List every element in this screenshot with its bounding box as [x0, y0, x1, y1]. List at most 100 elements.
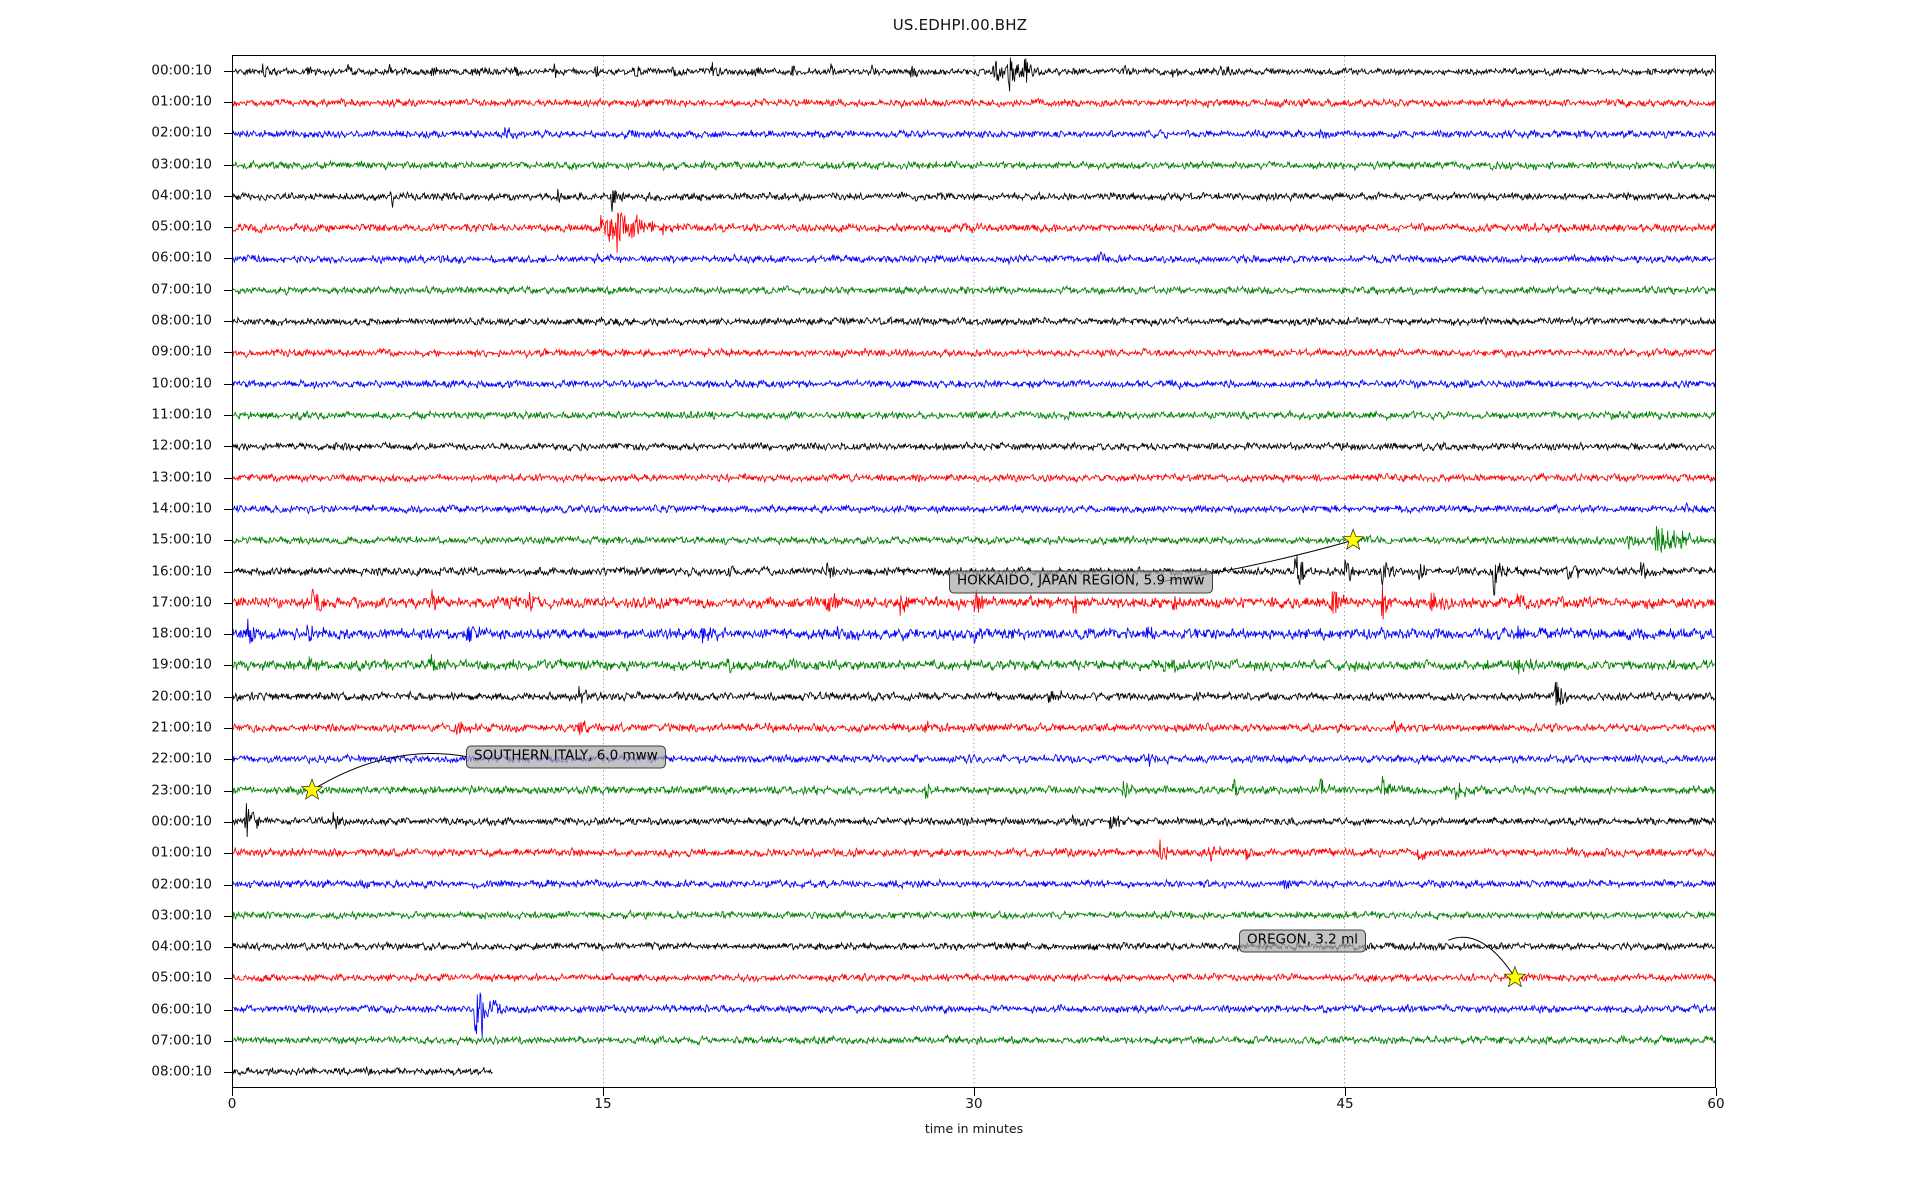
event-annotation-label[interactable]: HOKKAIDO, JAPAN REGION, 5.9 mww [949, 570, 1213, 594]
seismogram-canvas [233, 56, 1715, 1087]
x-axis-tick-label: 30 [965, 1096, 983, 1112]
y-axis-tick-mark [224, 540, 233, 542]
y-axis-tick-mark [224, 414, 233, 416]
y-axis-tick-mark [224, 289, 233, 291]
seismogram-trace [233, 618, 1715, 645]
y-axis-tick-label: 06:00:10 [151, 249, 212, 266]
y-axis-tick-label: 15:00:10 [151, 531, 212, 548]
y-axis-tick-label: 05:00:10 [151, 218, 212, 235]
x-axis-tick-label: 60 [1707, 1096, 1725, 1112]
y-axis-tick-label: 22:00:10 [151, 750, 212, 767]
seismogram-trace [233, 585, 1715, 620]
seismogram-trace [233, 839, 1715, 863]
y-axis-tick-mark [224, 915, 233, 917]
y-axis-tick-label: 21:00:10 [151, 719, 212, 736]
y-axis-tick-mark [224, 790, 233, 792]
y-axis-tick-label: 17:00:10 [151, 594, 212, 611]
y-axis-tick-mark [224, 164, 233, 166]
seismogram-trace [233, 940, 1715, 953]
y-axis-tick-label: 20:00:10 [151, 687, 212, 704]
y-axis-tick-label: 08:00:10 [151, 1063, 212, 1080]
y-axis-tick-label: 06:00:10 [151, 1000, 212, 1017]
y-axis-tick-mark [224, 634, 233, 636]
y-axis-tick-mark [224, 821, 233, 823]
y-axis-tick-label: 00:00:10 [151, 813, 212, 830]
x-axis-tick-mark [603, 1088, 604, 1096]
seismogram-trace [233, 803, 1715, 837]
seismogram-trace [233, 96, 1715, 109]
seismogram-trace [233, 654, 1715, 675]
plot-area[interactable] [232, 55, 1716, 1088]
x-axis-tick-label: 45 [1336, 1096, 1354, 1112]
seismogram-trace [233, 251, 1715, 266]
event-annotation-label[interactable]: OREGON, 3.2 ml [1239, 929, 1366, 953]
y-axis-tick-mark [224, 227, 233, 229]
x-axis-label: time in minutes [924, 1121, 1024, 1136]
y-axis-tick-mark [224, 728, 233, 729]
y-axis-tick-mark [224, 759, 233, 761]
y-axis-tick-label: 12:00:10 [151, 437, 212, 454]
y-axis-tick-mark [224, 195, 233, 197]
y-axis-tick-mark [224, 947, 233, 949]
y-axis-tick-mark [224, 477, 233, 479]
seismogram-trace [233, 127, 1715, 140]
seismogram-trace [233, 525, 1715, 553]
y-axis-tick-label: 13:00:10 [151, 468, 212, 485]
y-axis-tick-mark [224, 321, 233, 323]
x-axis-tick-label: 0 [227, 1096, 237, 1112]
y-axis-tick-label: 14:00:10 [151, 500, 212, 517]
y-axis-tick-label: 01:00:10 [151, 93, 212, 110]
event-star-marker [1341, 528, 1365, 550]
event-annotation-label[interactable]: SOUTHERN ITALY, 6.0 mww [466, 745, 666, 769]
x-axis-tick-mark [1716, 1088, 1717, 1096]
y-axis-tick-label: 09:00:10 [151, 343, 212, 360]
seismogram-trace [233, 972, 1715, 983]
x-axis-tick-label: 15 [594, 1096, 612, 1112]
y-axis-tick-label: 05:00:10 [151, 969, 212, 986]
y-axis-tick-mark [224, 571, 233, 573]
y-axis-tick-mark [224, 446, 233, 448]
y-axis-tick-label: 07:00:10 [151, 1032, 212, 1049]
y-axis-tick-mark [224, 508, 233, 510]
y-axis-tick-mark [224, 602, 233, 604]
seismogram-trace [233, 992, 1715, 1038]
seismogram-trace [233, 909, 1715, 921]
seismogram-trace [233, 1066, 493, 1077]
event-star-marker [300, 778, 324, 800]
seismogram-trace [233, 720, 1715, 736]
y-axis-tick-mark [224, 133, 233, 135]
y-axis-tick-label: 04:00:10 [151, 938, 212, 955]
y-axis-tick-label: 00:00:10 [151, 61, 212, 78]
x-axis-tick-mark [974, 1088, 975, 1096]
seismogram-trace [233, 502, 1715, 515]
y-axis-tick-mark [224, 1072, 233, 1074]
x-axis-tick-mark [1345, 1088, 1346, 1096]
y-axis-tick-mark [224, 383, 233, 385]
page-title: US.EDHPI.00.BHZ [892, 16, 1028, 34]
y-axis-tick-mark [224, 70, 233, 72]
y-axis-tick-mark [224, 853, 233, 855]
seismogram-trace [233, 188, 1715, 212]
y-axis-tick-label: 02:00:10 [151, 124, 212, 141]
y-axis-tick-label: 07:00:10 [151, 281, 212, 298]
y-axis-tick-label: 16:00:10 [151, 562, 212, 579]
y-axis-tick-mark [224, 978, 233, 980]
y-axis-tick-label: 10:00:10 [151, 374, 212, 391]
seismogram-trace [233, 441, 1715, 453]
annotation-connector [311, 752, 467, 791]
annotation-connector [1448, 936, 1516, 978]
seismogram-trace [233, 409, 1715, 422]
y-axis-tick-mark [224, 101, 233, 103]
y-axis-tick-label: 01:00:10 [151, 844, 212, 861]
seismogram-trace [233, 472, 1715, 484]
y-axis-tick-mark [224, 884, 233, 886]
seismogram-trace [233, 159, 1715, 172]
seismogram-trace [233, 316, 1715, 328]
y-axis-tick-mark [224, 258, 233, 260]
y-axis-tick-label: 02:00:10 [151, 875, 212, 892]
y-axis-tick-label: 18:00:10 [151, 625, 212, 642]
seismogram-trace [233, 57, 1715, 92]
seismogram-trace [233, 284, 1715, 296]
y-axis-tick-label: 23:00:10 [151, 781, 212, 798]
